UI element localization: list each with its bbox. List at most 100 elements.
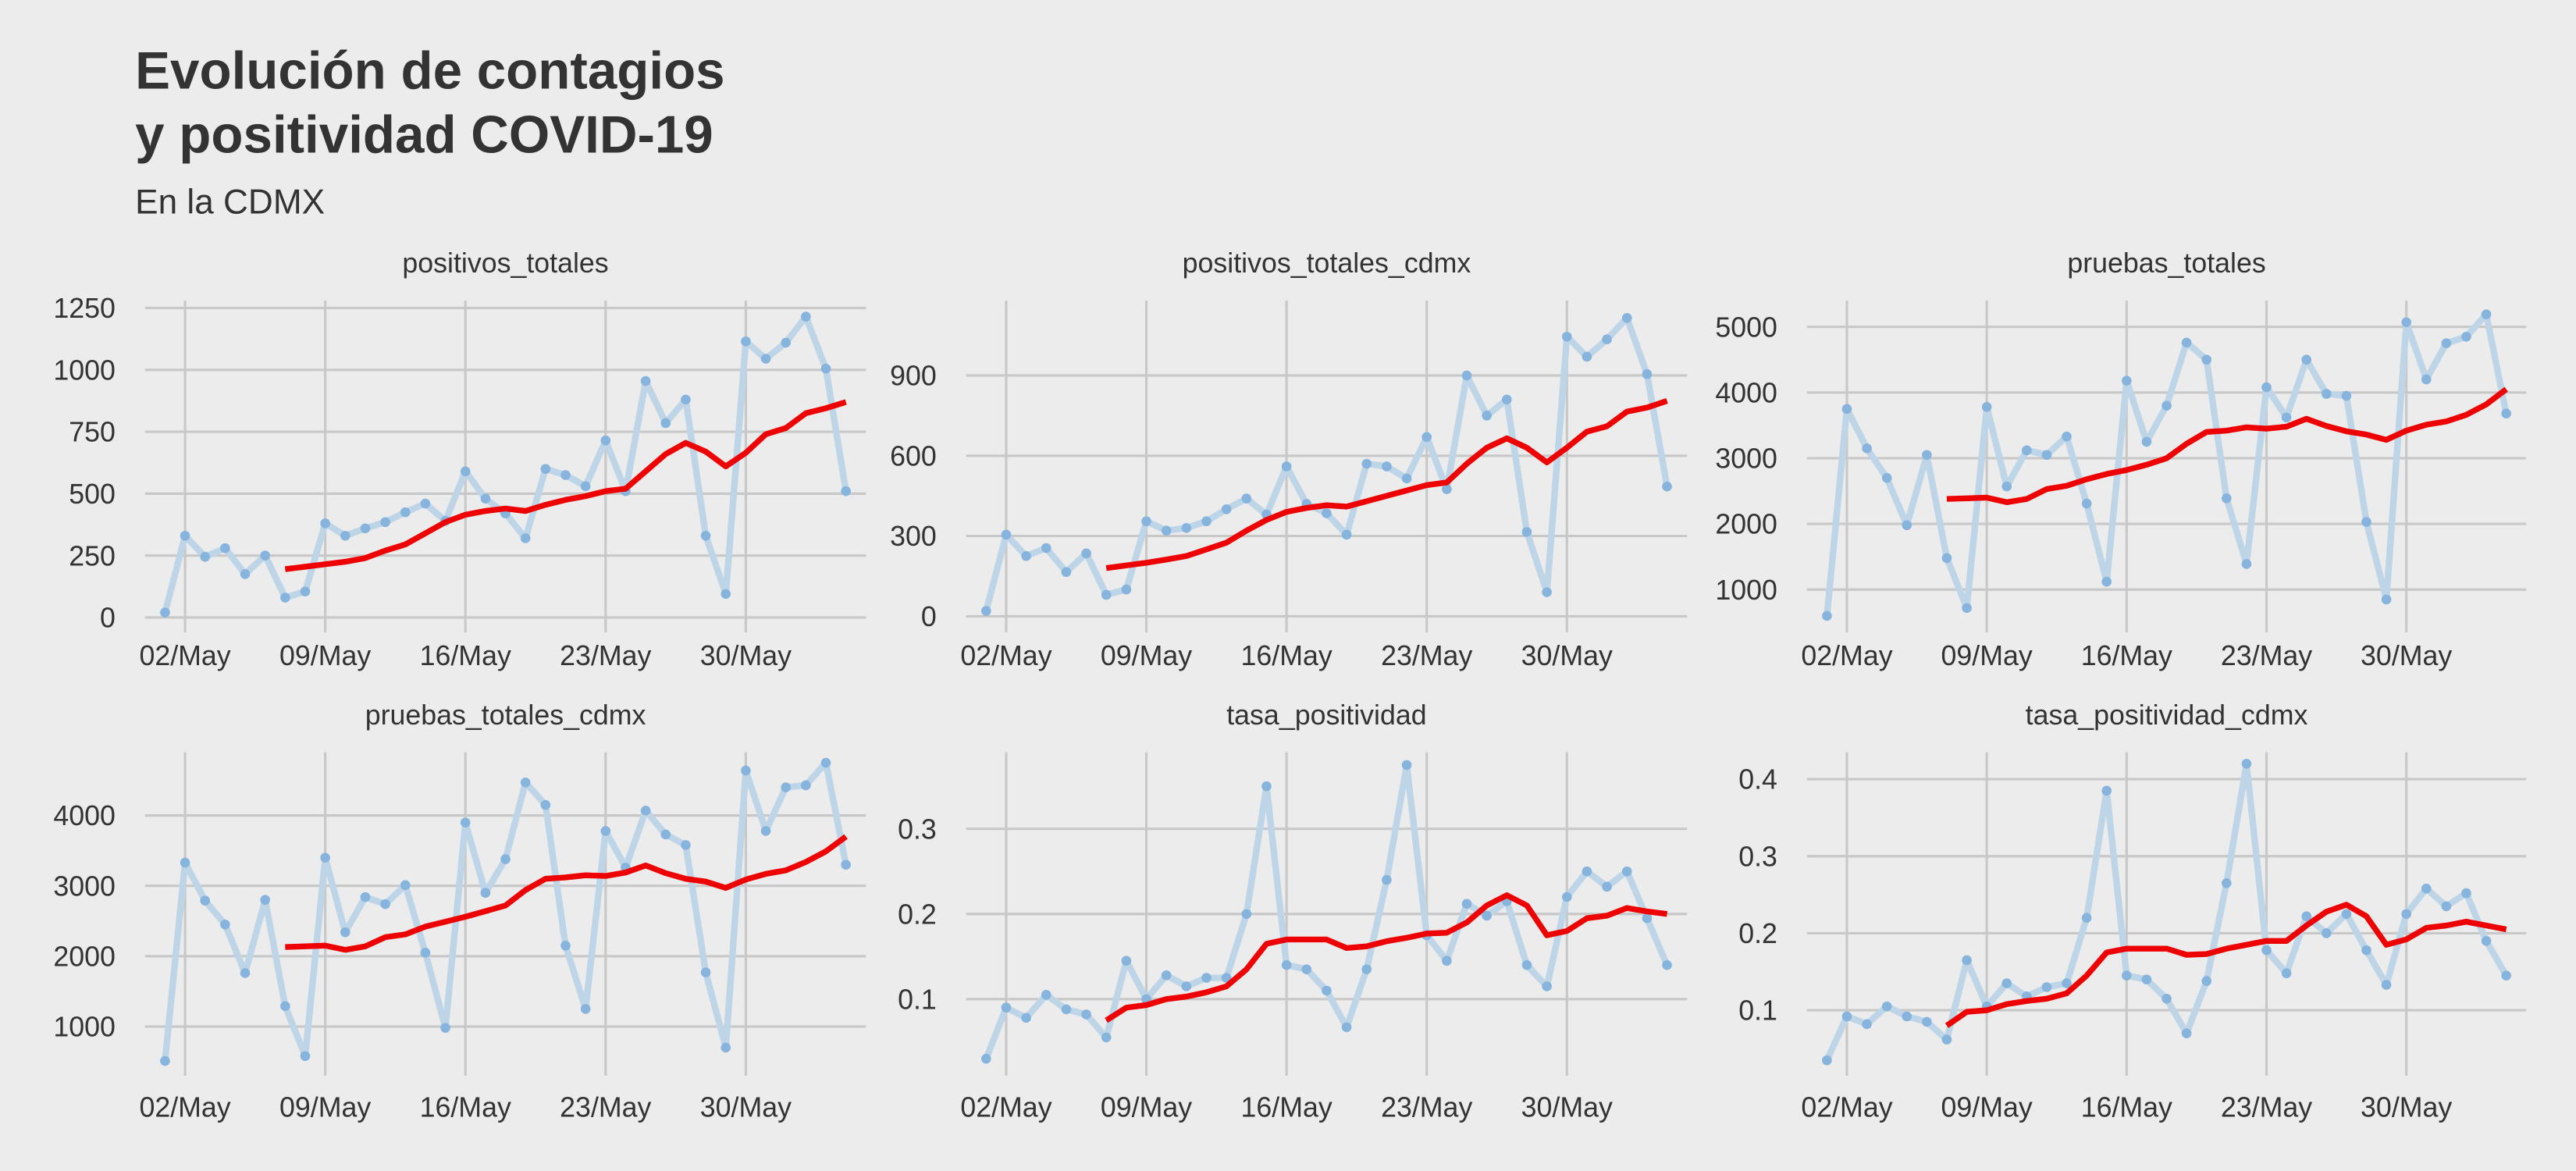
data-point — [180, 857, 190, 868]
data-point — [2101, 785, 2112, 796]
data-point — [1521, 527, 1532, 537]
data-point — [2181, 1028, 2192, 1039]
data-point — [1862, 1019, 1872, 1030]
data-point — [520, 533, 531, 543]
x-tick-label: 02/May — [960, 640, 1051, 671]
data-point — [1841, 1011, 1852, 1022]
data-point — [1442, 956, 1452, 966]
data-point — [440, 1023, 450, 1034]
data-point — [2201, 976, 2212, 986]
data-point — [1502, 394, 1512, 405]
y-tick-label: 1000 — [53, 1012, 116, 1043]
series-line — [1105, 398, 1668, 571]
data-point — [1181, 981, 1192, 991]
data-point — [2421, 374, 2432, 385]
data-point — [300, 1051, 311, 1062]
data-point — [420, 498, 431, 509]
data-point — [300, 586, 311, 596]
data-point — [1281, 461, 1292, 472]
y-tick-label: 1000 — [1715, 575, 1777, 606]
data-point — [1902, 1011, 1912, 1022]
data-point — [1941, 1034, 1952, 1045]
data-point — [2281, 968, 2292, 979]
x-tick-label: 30/May — [700, 1092, 792, 1123]
data-point — [480, 493, 491, 504]
x-tick-label: 16/May — [2081, 1092, 2172, 1123]
chart-subtitle: En la CDMX — [135, 183, 325, 221]
data-point — [801, 780, 811, 791]
data-point — [160, 1055, 170, 1066]
data-point — [1922, 450, 1932, 461]
data-point — [1382, 461, 1392, 472]
data-point — [2041, 450, 2052, 461]
data-point — [1602, 334, 1612, 344]
x-tick-label: 23/May — [2221, 1092, 2312, 1123]
y-tick-label: 0.1 — [898, 984, 937, 1015]
data-point — [1221, 973, 1232, 983]
x-tick-label: 16/May — [1241, 1092, 1332, 1123]
data-point — [1361, 964, 1372, 974]
y-tick-label: 0.2 — [898, 899, 937, 930]
data-point — [1561, 892, 1572, 902]
data-point — [1201, 516, 1212, 527]
panel-title: pruebas_totales_cdmx — [365, 699, 646, 731]
data-point — [1141, 516, 1151, 527]
panel-title: positivos_totales — [402, 247, 608, 279]
y-tick-label: 5000 — [1715, 311, 1777, 343]
data-point — [520, 777, 531, 788]
x-tick-label: 23/May — [560, 640, 651, 671]
data-point — [2141, 436, 2152, 447]
chart-title: Evolución de contagios — [135, 42, 725, 101]
data-point — [2022, 445, 2032, 456]
data-point — [1341, 1022, 1352, 1033]
data-point — [1822, 610, 1832, 621]
panel-title: positivos_totales_cdmx — [1183, 247, 1471, 279]
data-point — [1001, 1002, 1012, 1013]
y-tick-label: 500 — [69, 479, 116, 510]
data-point — [741, 765, 751, 776]
x-tick-label: 02/May — [960, 1092, 1051, 1123]
data-point — [1081, 1009, 1091, 1020]
data-point — [1201, 973, 1212, 983]
data-point — [540, 799, 551, 810]
data-point — [1221, 504, 1232, 514]
data-point — [2141, 974, 2152, 984]
data-point — [1582, 866, 1592, 877]
data-point — [600, 435, 611, 446]
data-point — [1322, 985, 1332, 996]
data-point — [2441, 338, 2452, 349]
data-point — [2161, 993, 2172, 1004]
y-tick-label: 0 — [100, 603, 116, 634]
data-point — [1041, 543, 1051, 553]
data-point — [1542, 587, 1552, 597]
data-point — [380, 517, 390, 528]
y-tick-label: 600 — [890, 440, 937, 472]
data-point — [1382, 874, 1392, 885]
data-point — [1161, 970, 1172, 981]
data-point — [260, 895, 271, 906]
x-tick-label: 02/May — [1801, 640, 1892, 671]
panel-title: tasa_positividad_cdmx — [2026, 699, 2308, 731]
data-point — [700, 530, 711, 541]
y-tick-label: 1000 — [53, 354, 116, 386]
data-point — [2401, 909, 2411, 920]
data-point — [480, 888, 491, 899]
data-point — [2481, 935, 2492, 946]
data-point — [1301, 964, 1312, 974]
data-point — [760, 826, 771, 836]
y-tick-label: 0.3 — [1738, 841, 1777, 872]
data-point — [1161, 525, 1172, 536]
data-point — [2361, 945, 2371, 956]
data-point — [660, 829, 671, 840]
data-point — [460, 466, 471, 477]
data-point — [1101, 1032, 1112, 1043]
data-point — [2321, 928, 2332, 938]
data-point — [500, 854, 511, 864]
data-point — [580, 481, 591, 492]
data-point — [1322, 508, 1332, 518]
panel-title: tasa_positividad — [1226, 699, 1426, 731]
y-tick-label: 300 — [890, 521, 937, 552]
x-tick-label: 30/May — [1521, 1092, 1613, 1123]
x-tick-label: 02/May — [139, 640, 230, 671]
data-point — [220, 919, 230, 930]
